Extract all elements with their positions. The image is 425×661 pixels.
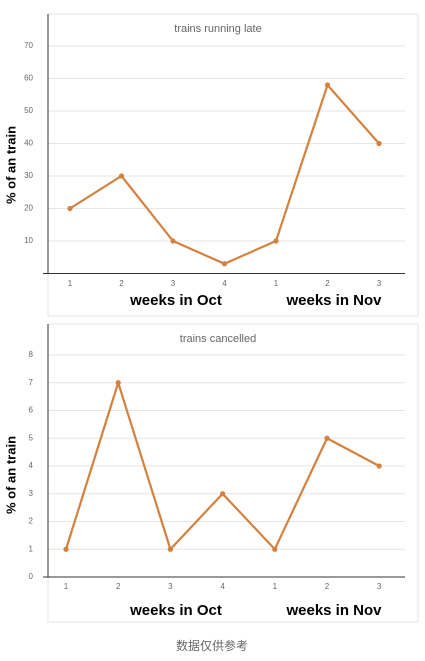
y-tick-label: 2	[29, 517, 34, 526]
data-point	[376, 463, 382, 469]
caption: 数据仅供参考	[176, 638, 248, 653]
data-point	[324, 435, 330, 441]
y-tick-label: 8	[29, 350, 34, 359]
data-point	[324, 82, 331, 88]
x-tick-label: 2	[325, 279, 330, 288]
y-tick-label: 1	[29, 544, 34, 553]
x-tick-label: 3	[171, 279, 176, 288]
data-point	[221, 261, 228, 267]
x-tick-label: 1	[64, 582, 69, 591]
y-axis-label: % of an train	[3, 436, 18, 514]
data-point	[67, 205, 73, 212]
y-axis-label: % of an train	[3, 126, 18, 204]
data-point	[376, 140, 382, 147]
x-tick-label: 4	[222, 279, 227, 288]
y-tick-label: 4	[29, 461, 34, 470]
y-tick-label: 5	[29, 433, 34, 442]
data-point	[272, 546, 278, 552]
y-tick-label: 20	[24, 204, 33, 213]
chart-title: trains cancelled	[180, 333, 256, 345]
chart-frame	[47, 13, 419, 317]
y-tick-label: 3	[29, 489, 34, 498]
data-point	[115, 380, 121, 386]
y-tick-label: 50	[24, 106, 33, 115]
group-label: weeks in Oct	[129, 292, 222, 309]
data-point	[118, 173, 125, 179]
data-point	[220, 491, 226, 497]
chart-title: trains running late	[174, 23, 261, 35]
x-tick-label: 3	[377, 582, 382, 591]
y-tick-label: 7	[29, 378, 34, 387]
group-label: weeks in Nov	[285, 602, 382, 619]
x-tick-label: 1	[274, 279, 279, 288]
y-tick-label: 60	[24, 74, 33, 83]
y-tick-label: 70	[24, 41, 33, 50]
data-point	[273, 238, 279, 244]
x-tick-label: 3	[168, 582, 173, 591]
x-tick-label: 2	[116, 582, 121, 591]
data-point	[170, 238, 176, 244]
data-line	[69, 82, 380, 265]
data-point	[63, 546, 69, 552]
data-point	[167, 546, 173, 552]
y-tick-label: 10	[24, 236, 33, 245]
x-tick-label: 2	[325, 582, 330, 591]
x-tick-label: 1	[68, 279, 73, 288]
y-tick-label: 40	[24, 139, 33, 148]
x-tick-label: 1	[273, 582, 278, 591]
x-tick-label: 4	[220, 582, 225, 591]
y-tick-label: 30	[24, 171, 33, 180]
y-tick-label: 0	[29, 572, 34, 581]
y-tick-label: 6	[29, 406, 34, 415]
x-tick-label: 2	[119, 279, 124, 288]
x-tick-label: 3	[377, 279, 382, 288]
group-label: weeks in Nov	[285, 292, 382, 309]
group-label: weeks in Oct	[129, 602, 222, 619]
